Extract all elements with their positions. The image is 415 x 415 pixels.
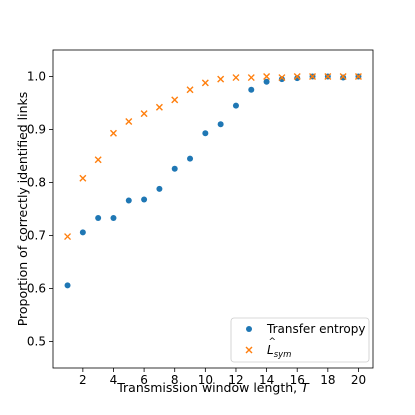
point-l-sym (324, 73, 332, 80)
point-transfer-entropy (156, 185, 163, 192)
point-l-sym (263, 73, 271, 80)
point-l-sym (232, 74, 240, 82)
legend-marker-l-sym (245, 346, 253, 354)
point-transfer-entropy (248, 86, 255, 93)
point-transfer-entropy (217, 121, 224, 128)
point-l-sym (339, 73, 347, 80)
x-tick-label: 18 (320, 373, 335, 387)
data-points (64, 73, 362, 289)
x-tick-label: 20 (351, 373, 366, 387)
point-l-sym (354, 73, 362, 80)
point-l-sym (309, 73, 317, 80)
x-tick-label: 2 (79, 373, 87, 387)
y-tick-label: 1.0 (27, 70, 46, 84)
point-l-sym (171, 96, 179, 104)
point-transfer-entropy (64, 282, 71, 289)
point-l-sym (155, 103, 163, 111)
x-tick-label: 14 (259, 373, 274, 387)
legend: Transfer entropy Lsym ^ (230, 317, 370, 363)
point-l-sym (278, 74, 286, 82)
point-l-sym (140, 110, 148, 118)
y-axis-ticks: 0.5 0.6 0.7 0.8 0.9 1.0 (27, 70, 53, 349)
legend-x-mark (245, 346, 253, 354)
x-tick-label: 6 (140, 373, 148, 387)
point-transfer-entropy (294, 75, 301, 82)
point-transfer-entropy (187, 155, 194, 162)
plot-frame (52, 49, 374, 369)
x-tick-label: 10 (198, 373, 213, 387)
point-transfer-entropy (202, 130, 209, 137)
point-transfer-entropy (340, 74, 347, 81)
y-tick-label: 0.9 (27, 123, 46, 137)
point-l-sym (217, 75, 225, 83)
y-tick-label: 0.7 (27, 229, 46, 243)
point-transfer-entropy (95, 215, 102, 222)
x-axis-ticks: 2 4 6 8 10 12 14 16 18 20 (79, 368, 366, 387)
x-tick-label: 16 (290, 373, 305, 387)
point-transfer-entropy (232, 102, 239, 109)
point-transfer-entropy (79, 229, 86, 236)
point-l-sym (186, 86, 194, 94)
x-tick-label: 4 (110, 373, 118, 387)
point-l-sym (79, 174, 87, 182)
point-transfer-entropy (263, 78, 270, 85)
y-tick-label: 0.8 (27, 176, 46, 190)
x-axis-label: Transmission window length, T (116, 380, 310, 395)
y-tick-label: 0.5 (27, 335, 46, 349)
point-transfer-entropy (171, 165, 178, 172)
y-axis-label: Proportion of correctly identified links (15, 92, 30, 327)
y-tick-label: 0.6 (27, 282, 46, 296)
point-transfer-entropy (141, 196, 148, 203)
point-l-sym (293, 73, 301, 80)
point-l-sym (94, 156, 102, 164)
legend-label-transfer-entropy: Transfer entropy (266, 322, 366, 336)
point-l-sym (201, 79, 209, 87)
point-l-sym (247, 74, 255, 82)
legend-marker-transfer-entropy (246, 326, 252, 332)
point-l-sym (64, 233, 72, 241)
point-transfer-entropy (125, 197, 132, 204)
legend-box (230, 317, 370, 363)
point-transfer-entropy (278, 76, 285, 83)
legend-label-l-sym: Lsym (267, 343, 291, 360)
x-tick-label: 12 (228, 373, 243, 387)
x-tick-label: 8 (171, 373, 179, 387)
point-l-sym (109, 129, 117, 137)
point-transfer-entropy (110, 215, 117, 222)
point-l-sym (125, 118, 133, 126)
legend-label-hat: ^ (269, 337, 277, 347)
